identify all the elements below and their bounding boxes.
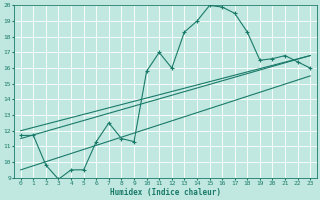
X-axis label: Humidex (Indice chaleur): Humidex (Indice chaleur) [110,188,221,197]
